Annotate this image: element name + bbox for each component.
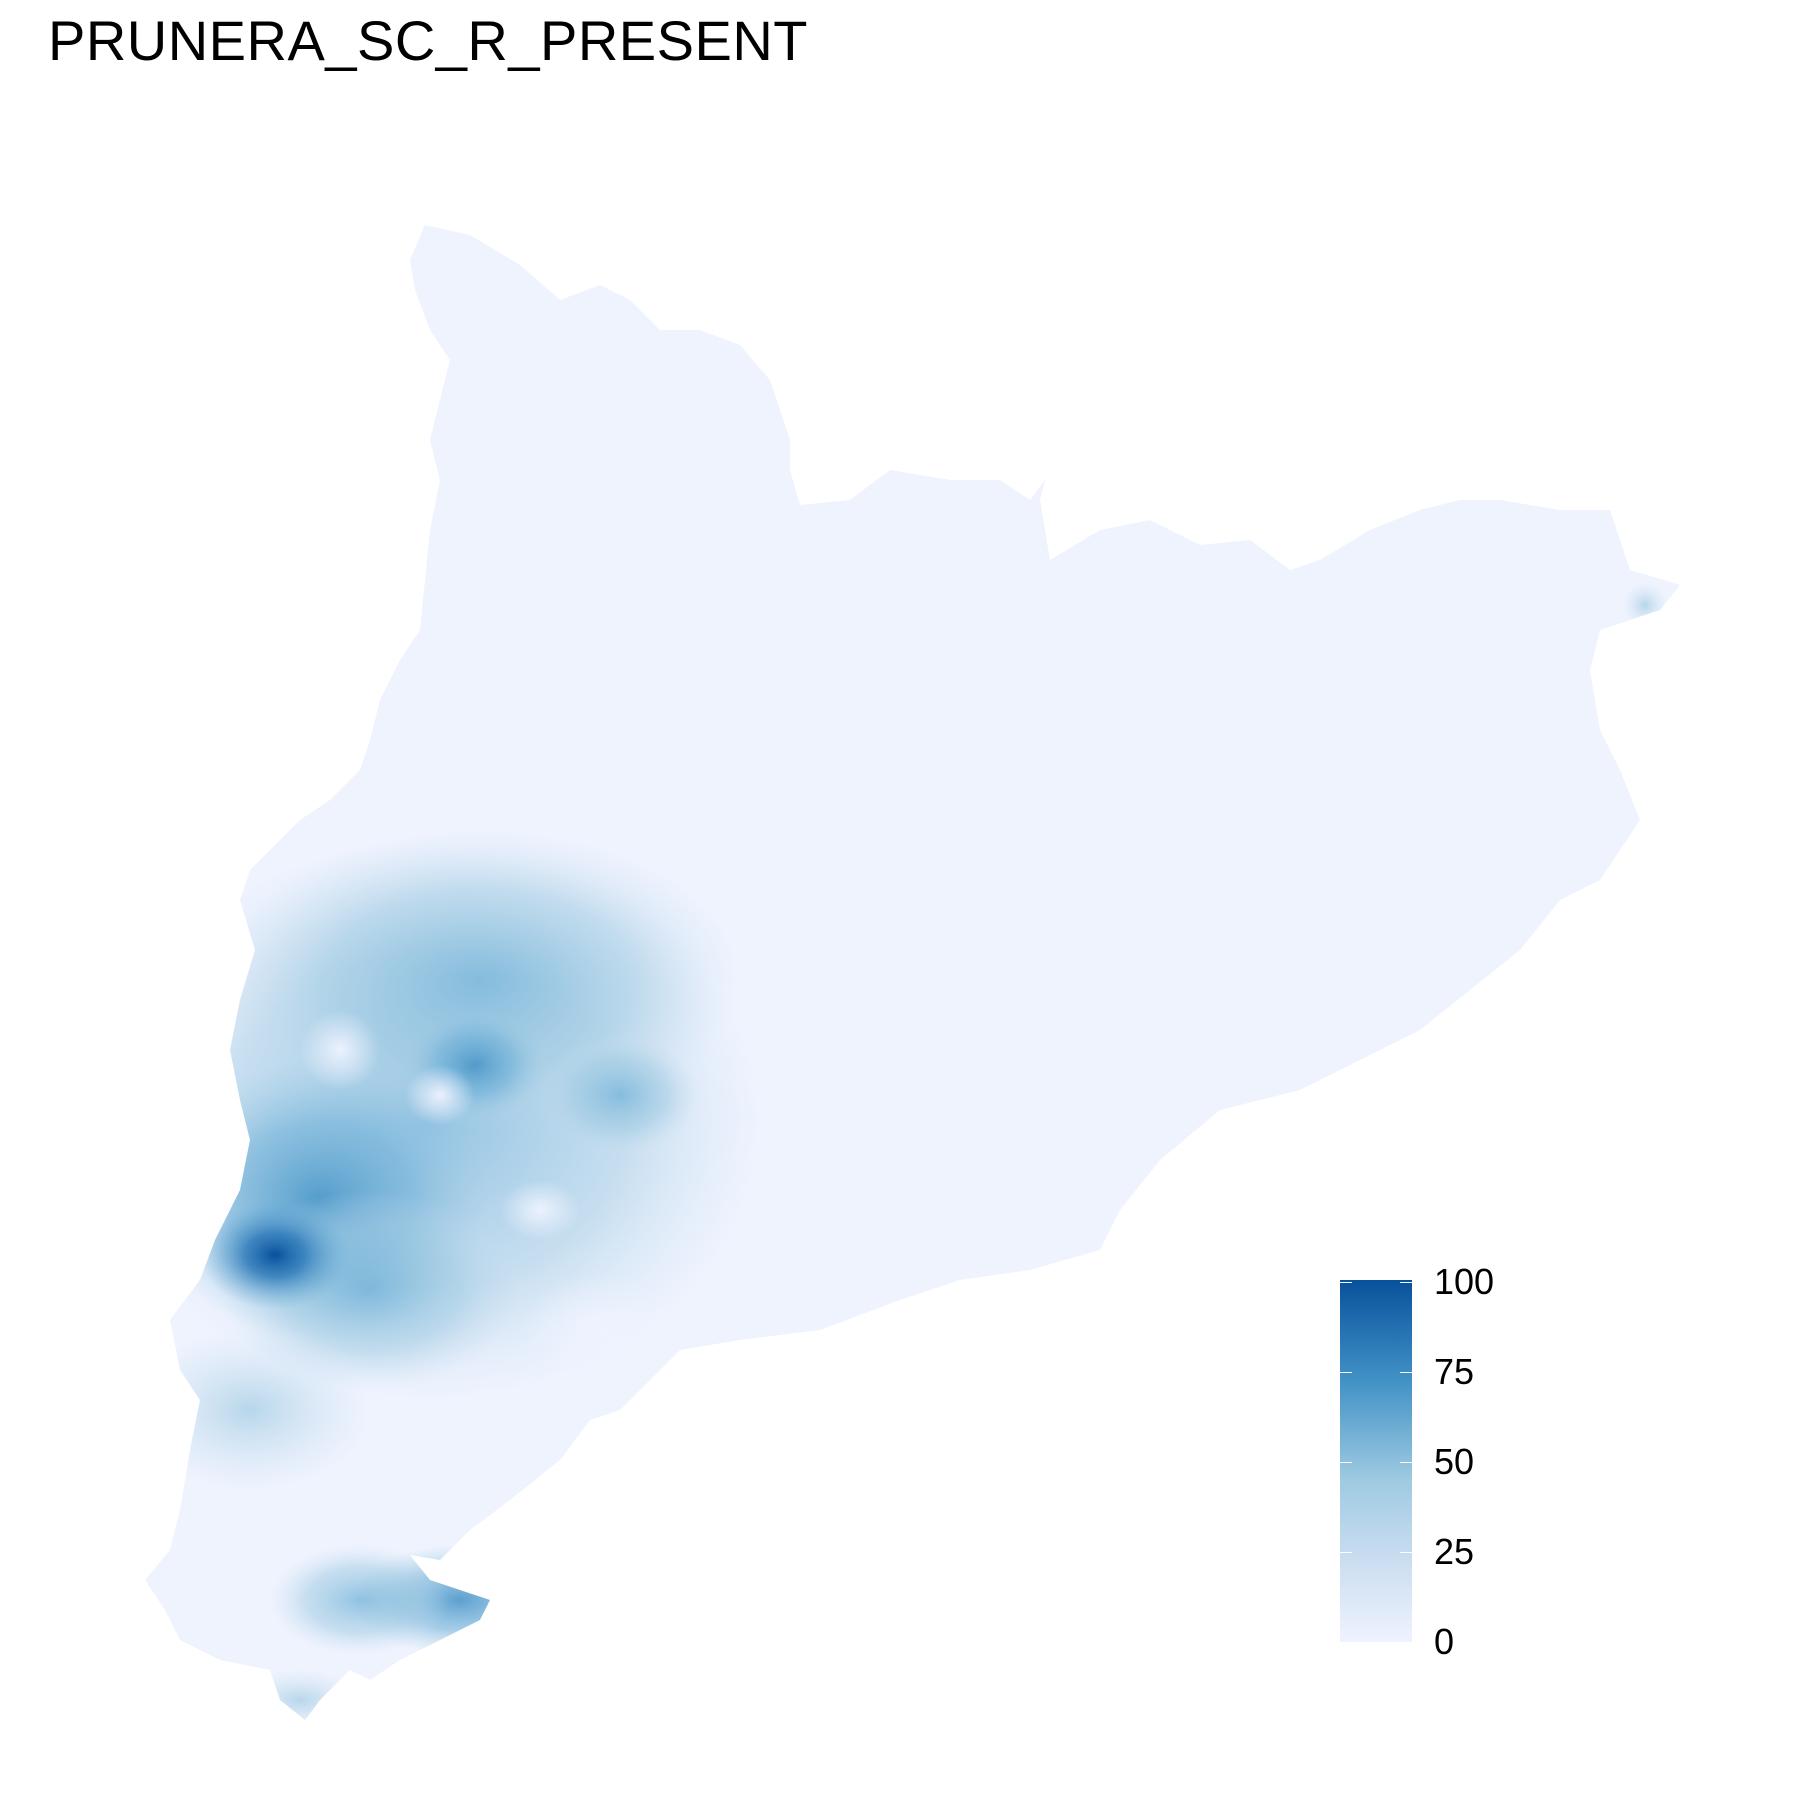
south-west-field xyxy=(145,1330,370,1490)
low-spot-2 xyxy=(500,1180,580,1240)
legend-tick-100 xyxy=(1340,1282,1352,1283)
legend-label-100: 100 xyxy=(1434,1261,1495,1302)
legend-label-50: 50 xyxy=(1434,1441,1475,1482)
south-tip-field xyxy=(240,1670,360,1720)
legend-tick-75 xyxy=(1340,1372,1352,1373)
legend-tick-50-r xyxy=(1400,1462,1412,1463)
legend-label-25: 25 xyxy=(1434,1531,1475,1572)
hotspot-west-peak xyxy=(200,1200,350,1310)
hotspot-north-east-coast xyxy=(1623,583,1667,627)
legend-tick-50 xyxy=(1340,1462,1352,1463)
color-legend: 100 75 50 25 0 xyxy=(1340,1264,1540,1662)
legend-label-75: 75 xyxy=(1434,1351,1475,1392)
legend-color-bar xyxy=(1340,1280,1412,1642)
low-spot-4 xyxy=(300,1010,380,1090)
ebro-delta-west xyxy=(270,1545,450,1655)
central-east-field xyxy=(540,1035,700,1155)
low-spot-3 xyxy=(520,1275,680,1385)
legend-label-0: 0 xyxy=(1434,1621,1455,1662)
low-spot-1 xyxy=(405,1065,475,1125)
page-title: PRUNERA_SC_R_PRESENT xyxy=(48,9,808,72)
legend-tick-75-r xyxy=(1400,1372,1412,1373)
legend-tick-100-r xyxy=(1400,1282,1412,1283)
legend-tick-25-r xyxy=(1400,1552,1412,1553)
legend-tick-25 xyxy=(1340,1552,1352,1553)
